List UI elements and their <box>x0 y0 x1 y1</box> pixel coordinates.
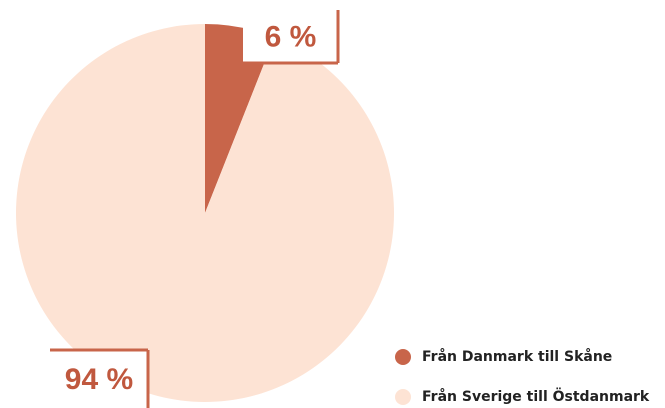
label-box <box>243 10 338 63</box>
pie-slice <box>15 24 395 403</box>
legend-label: Från Danmark till Skåne <box>422 348 612 365</box>
legend-marker <box>395 349 411 365</box>
legend-marker <box>395 389 411 405</box>
data-label: 6 % <box>265 20 317 53</box>
label-box <box>50 350 148 408</box>
legend-label: Från Sverige till Östdanmark <box>422 387 650 405</box>
data-label: 94 % <box>65 363 133 396</box>
pie-slice <box>205 24 275 213</box>
